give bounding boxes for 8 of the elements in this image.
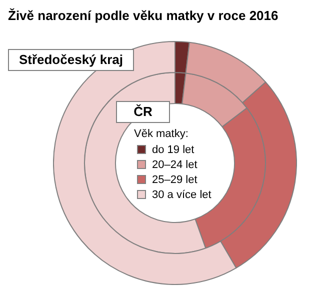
legend-label: 25–29 let [152,174,198,186]
slice-label: ČR [116,101,170,123]
slice-label: Středočeský kraj [8,49,134,71]
chart-title: Živě narození podle věku matky v roce 2016 [8,8,278,23]
legend-label: do 19 let [152,144,194,156]
legend-title: Věk matky: [134,128,190,140]
legend-label: 20–24 let [152,158,198,170]
legend-label: 30 a více let [152,188,212,200]
